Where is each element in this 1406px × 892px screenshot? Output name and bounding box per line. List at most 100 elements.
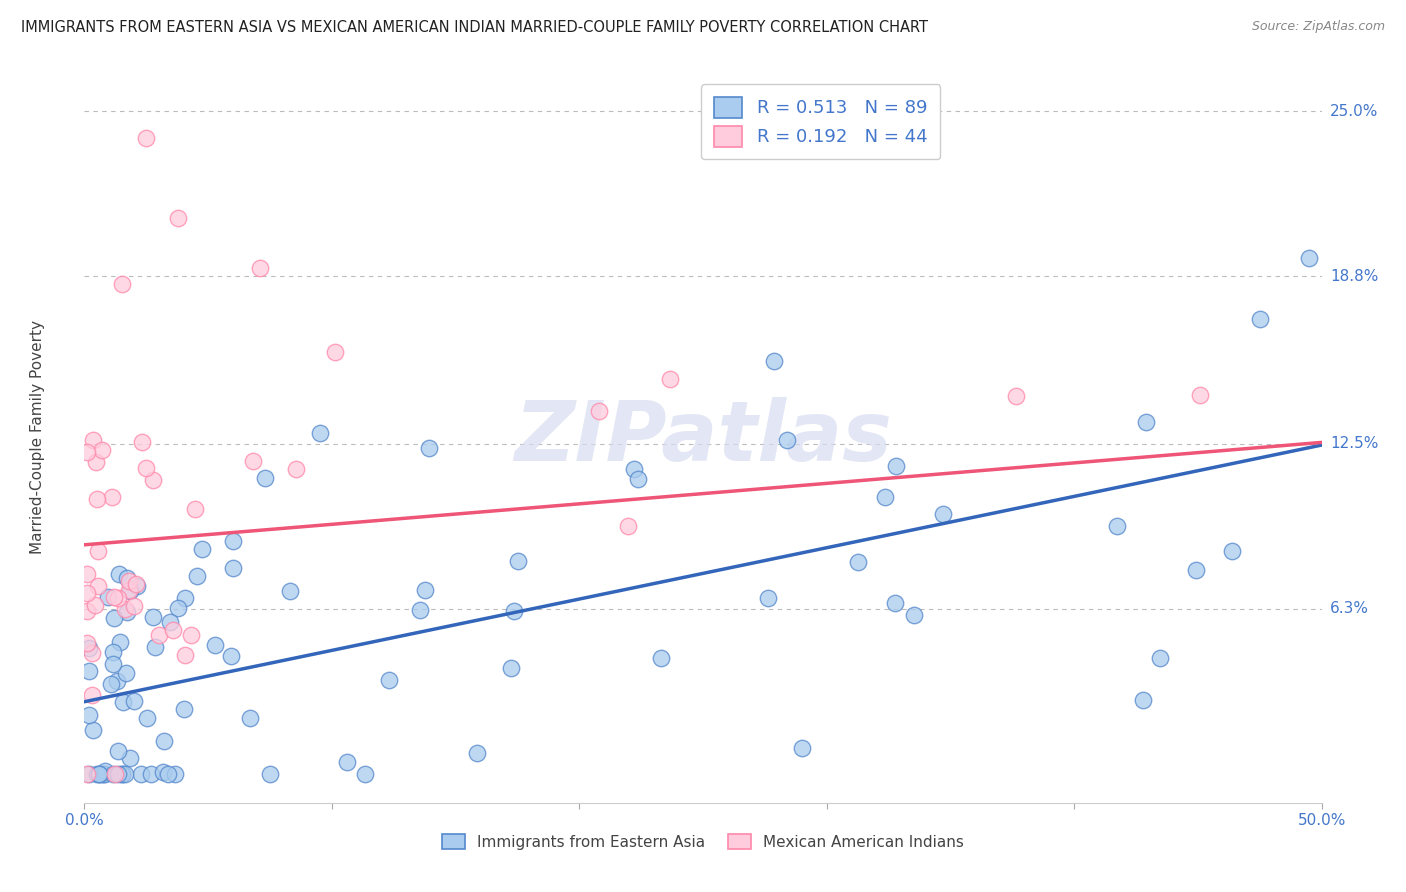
Point [174, 591, 197, 605]
Point [259, 766, 281, 780]
Point [122, 599, 145, 613]
Point [190, 542, 212, 557]
Point [763, 353, 786, 368]
Point [108, 635, 131, 649]
Point [79, 707, 101, 722]
Point [84, 455, 107, 469]
Point [82, 723, 104, 737]
Text: 25.0%: 25.0% [1330, 103, 1378, 119]
Point [184, 502, 207, 516]
Point [101, 645, 124, 659]
Point [153, 733, 176, 747]
Point [650, 650, 672, 665]
Point [285, 462, 308, 476]
Text: 18.8%: 18.8% [1330, 268, 1378, 284]
Point [503, 604, 526, 618]
Point [100, 677, 122, 691]
Point [377, 673, 399, 687]
Point [627, 472, 650, 486]
Point [94, 764, 117, 779]
Point [135, 711, 157, 725]
Point [253, 471, 276, 485]
Point [409, 603, 432, 617]
Point [156, 766, 179, 780]
Point [659, 371, 682, 385]
Point [167, 211, 190, 225]
Point [1132, 693, 1154, 707]
Point [239, 711, 262, 725]
Point [152, 764, 174, 779]
Point [115, 665, 138, 680]
Point [111, 277, 134, 292]
Point [932, 507, 955, 521]
Point [97, 590, 120, 604]
Point [756, 591, 779, 606]
Point [1188, 387, 1211, 401]
Point [135, 461, 157, 475]
Point [101, 490, 124, 504]
Point [79, 766, 101, 780]
Text: 6.3%: 6.3% [1330, 601, 1369, 616]
Point [883, 596, 905, 610]
Point [122, 694, 145, 708]
Point [125, 580, 148, 594]
Point [617, 519, 640, 533]
Point [76, 766, 98, 780]
Point [86, 766, 108, 780]
Point [117, 571, 139, 585]
Point [111, 766, 134, 780]
Point [105, 673, 128, 688]
Point [1004, 389, 1026, 403]
Point [129, 766, 152, 780]
Point [180, 628, 202, 642]
Point [903, 608, 925, 623]
Point [846, 555, 869, 569]
Point [336, 755, 359, 769]
Legend: Immigrants from Eastern Asia, Mexican American Indians: Immigrants from Eastern Asia, Mexican Am… [434, 826, 972, 857]
Point [89, 766, 111, 780]
Point [131, 435, 153, 450]
Text: IMMIGRANTS FROM EASTERN ASIA VS MEXICAN AMERICAN INDIAN MARRIED-COUPLE FAMILY PO: IMMIGRANTS FROM EASTERN ASIA VS MEXICAN … [21, 20, 928, 35]
Point [107, 766, 129, 780]
Point [162, 623, 184, 637]
Point [107, 566, 129, 581]
Point [76, 567, 98, 582]
Text: ZIPatlas: ZIPatlas [515, 397, 891, 477]
Point [309, 426, 332, 441]
Point [143, 640, 166, 655]
Point [76, 604, 98, 618]
Point [354, 766, 377, 780]
Point [1249, 311, 1271, 326]
Point [101, 657, 124, 671]
Point [93, 766, 115, 780]
Point [204, 639, 226, 653]
Point [142, 473, 165, 487]
Point [118, 574, 141, 589]
Point [159, 615, 181, 629]
Point [186, 569, 208, 583]
Point [148, 628, 170, 642]
Point [115, 605, 138, 619]
Point [323, 344, 346, 359]
Point [776, 433, 799, 447]
Text: Married-Couple Family Poverty: Married-Couple Family Poverty [30, 320, 45, 554]
Point [114, 766, 136, 780]
Point [79, 664, 101, 678]
Point [219, 648, 242, 663]
Point [173, 701, 195, 715]
Point [623, 462, 645, 476]
Point [90, 766, 112, 780]
Point [249, 261, 271, 276]
Point [173, 648, 195, 662]
Point [101, 766, 124, 780]
Point [506, 554, 529, 568]
Point [1135, 415, 1157, 429]
Point [93, 766, 115, 780]
Text: Source: ZipAtlas.com: Source: ZipAtlas.com [1251, 20, 1385, 33]
Point [76, 445, 98, 459]
Point [82, 433, 104, 447]
Point [104, 766, 127, 780]
Point [86, 492, 108, 507]
Point [873, 490, 896, 504]
Point [139, 766, 162, 780]
